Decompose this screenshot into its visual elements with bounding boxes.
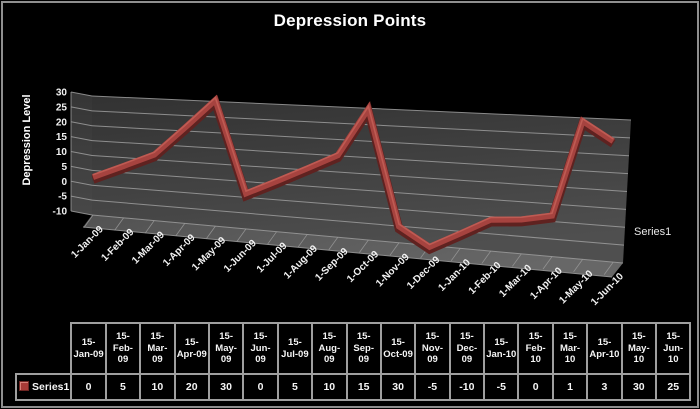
table-date-header: 15-Mar-09 (139, 322, 176, 375)
y-tick-label: 0 (61, 177, 67, 188)
table-date-header: 15-Feb-09 (104, 322, 142, 375)
x-tick (236, 228, 247, 242)
x-tick (481, 250, 492, 264)
table-date-header: 15-Aug-09 (311, 322, 348, 375)
y-gridline (91, 199, 625, 246)
x-tick (603, 261, 614, 275)
data-table: 15-Jan-09 15-Feb-09 15-Mar-09 15-Apr-09 15-M… (14, 322, 692, 401)
series-axis-label: Series1 (634, 226, 672, 238)
y-grid-stub (70, 210, 93, 216)
x-tick (114, 217, 124, 231)
y-tick-label: 15 (56, 132, 68, 143)
table-value-cell: 15 (345, 373, 382, 401)
table-date-header: 15-Feb-10 (517, 322, 554, 375)
y-grid-stub (70, 165, 93, 171)
table-value-cell: 0 (242, 373, 279, 401)
x-tick (144, 220, 155, 234)
x-tick (83, 214, 94, 228)
x-tick (573, 259, 583, 273)
y-grid-stub (70, 121, 93, 127)
x-tick (206, 225, 216, 239)
y-tick-label: -5 (58, 192, 67, 203)
y-tick-label: 30 (56, 88, 68, 99)
table-value-cell: 0 (517, 373, 554, 401)
table-value-cell: -5 (483, 373, 520, 401)
table-date-header: 15-Dec-09 (448, 322, 486, 375)
table-value-cell: 30 (620, 373, 658, 401)
x-tick (512, 253, 522, 267)
table-date-header: 15-May-10 (620, 322, 658, 375)
x-tick (267, 231, 277, 245)
table-date-header: 15-Sep-09 (345, 322, 382, 375)
table-corner-spacer (16, 323, 71, 374)
table-value-cell: 30 (379, 373, 417, 401)
table-date-header: 15-Jul-09 (276, 322, 314, 375)
x-tick (297, 234, 308, 248)
table-value-cell: 10 (139, 373, 176, 401)
table-value-cell: 20 (173, 373, 210, 401)
table-date-header: 15-Apr-10 (586, 322, 623, 375)
y-grid-stub (70, 195, 93, 201)
y-gridline (91, 140, 629, 175)
x-tick (175, 223, 186, 237)
series-ribbon-highlight (92, 96, 614, 246)
y-tick-label: 5 (61, 162, 67, 173)
table-value-cell: 3 (586, 373, 623, 401)
table-value-cell: -5 (414, 373, 451, 401)
table-value-cell: 30 (207, 373, 245, 401)
x-tick (542, 256, 553, 270)
table-date-header: 15-Jun-10 (655, 322, 692, 375)
y-gridline (91, 169, 627, 210)
table-value-cell: 5 (104, 373, 142, 401)
y-tick-label: -10 (53, 207, 68, 218)
table-date-header: 15-Jan-10 (483, 322, 520, 375)
table-value-cell: 10 (311, 373, 348, 401)
y-grid-stub (70, 106, 93, 112)
table-series-label-cell: Series1 (14, 373, 73, 401)
x-tick (389, 242, 400, 256)
y-tick-label: 10 (56, 147, 68, 158)
table-date-header: 15-Jan-09 (70, 322, 107, 375)
table-value-cell: 5 (276, 373, 314, 401)
table-series-label: Series1 (32, 381, 70, 393)
3d-line-chart-plot[interactable]: 302520151050-5-101-Jan-091-Feb-091-Mar-0… (0, 0, 700, 318)
series-line-series1[interactable] (91, 94, 615, 251)
table-date-header: 15-Nov-09 (414, 322, 451, 375)
y-gridline (91, 214, 624, 264)
table-value-cell: 0 (70, 373, 107, 401)
y-grid-stub (70, 91, 93, 97)
table-date-header: 15-Apr-09 (173, 322, 210, 375)
y-grid-stub (70, 151, 93, 156)
x-tick (328, 236, 339, 250)
y-tick-label: 25 (56, 102, 68, 113)
table-value-cell: 1 (551, 373, 589, 401)
y-axis-title: Depression Level (21, 94, 33, 186)
y-gridline (91, 155, 628, 192)
y-gridline (91, 95, 632, 121)
y-grid-stub (70, 180, 93, 186)
y-grid-stub (70, 136, 93, 142)
chart-title[interactable]: Depression Points (273, 11, 427, 30)
series1-legend-key-icon (19, 381, 29, 391)
table-value-cell: 25 (655, 373, 692, 401)
floor-front-edge (82, 226, 613, 278)
table-value-cell: -10 (448, 373, 486, 401)
x-tick (450, 248, 461, 262)
y-tick-label: 20 (56, 117, 68, 128)
table-date-header: 15-Jun-09 (242, 322, 279, 375)
table-date-header: 15-May-09 (207, 322, 245, 375)
chart-floor (83, 215, 623, 277)
x-tick (359, 239, 369, 253)
table-date-header: 15-Oct-09 (379, 322, 417, 375)
table-date-header: 15-Mar-10 (551, 322, 589, 375)
